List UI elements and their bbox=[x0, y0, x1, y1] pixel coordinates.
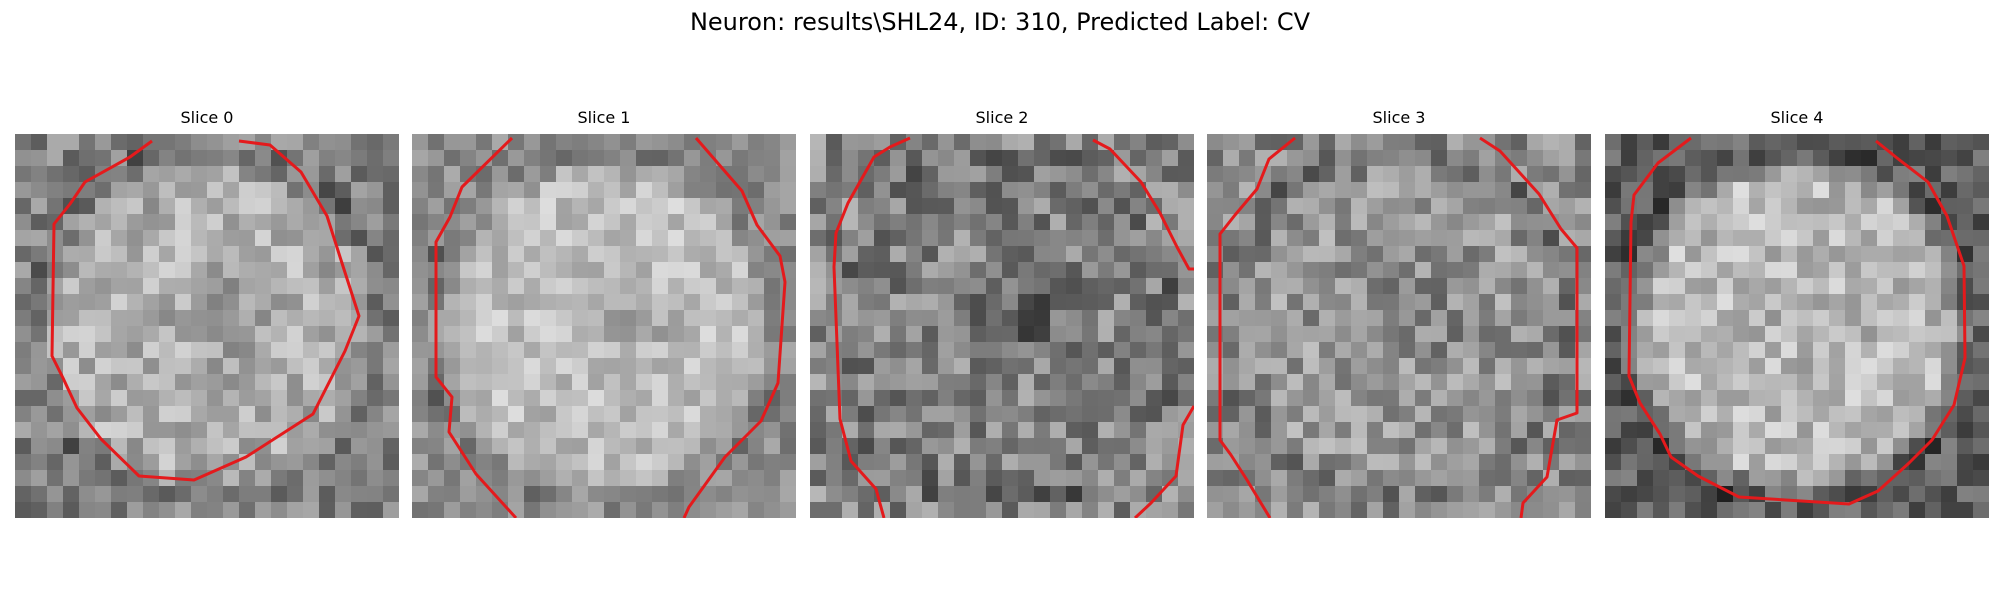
slice-panel-4: Slice 4 bbox=[1605, 108, 1989, 520]
slice-image bbox=[1207, 134, 1591, 518]
slice-image bbox=[15, 134, 399, 518]
slice-panel-1: Slice 1 bbox=[412, 108, 796, 520]
figure-title: Neuron: results\SHL24, ID: 310, Predicte… bbox=[0, 8, 2000, 36]
slice-title: Slice 2 bbox=[810, 108, 1194, 128]
slice-panel-2: Slice 2 bbox=[810, 108, 1194, 520]
slice-image bbox=[810, 134, 1194, 518]
slice-panel-3: Slice 3 bbox=[1207, 108, 1591, 520]
slice-title: Slice 3 bbox=[1207, 108, 1591, 128]
slice-title: Slice 0 bbox=[15, 108, 399, 128]
slice-image bbox=[412, 134, 796, 518]
slice-title: Slice 4 bbox=[1605, 108, 1989, 128]
slice-image bbox=[1605, 134, 1989, 518]
slice-panel-0: Slice 0 bbox=[15, 108, 399, 520]
slice-title: Slice 1 bbox=[412, 108, 796, 128]
